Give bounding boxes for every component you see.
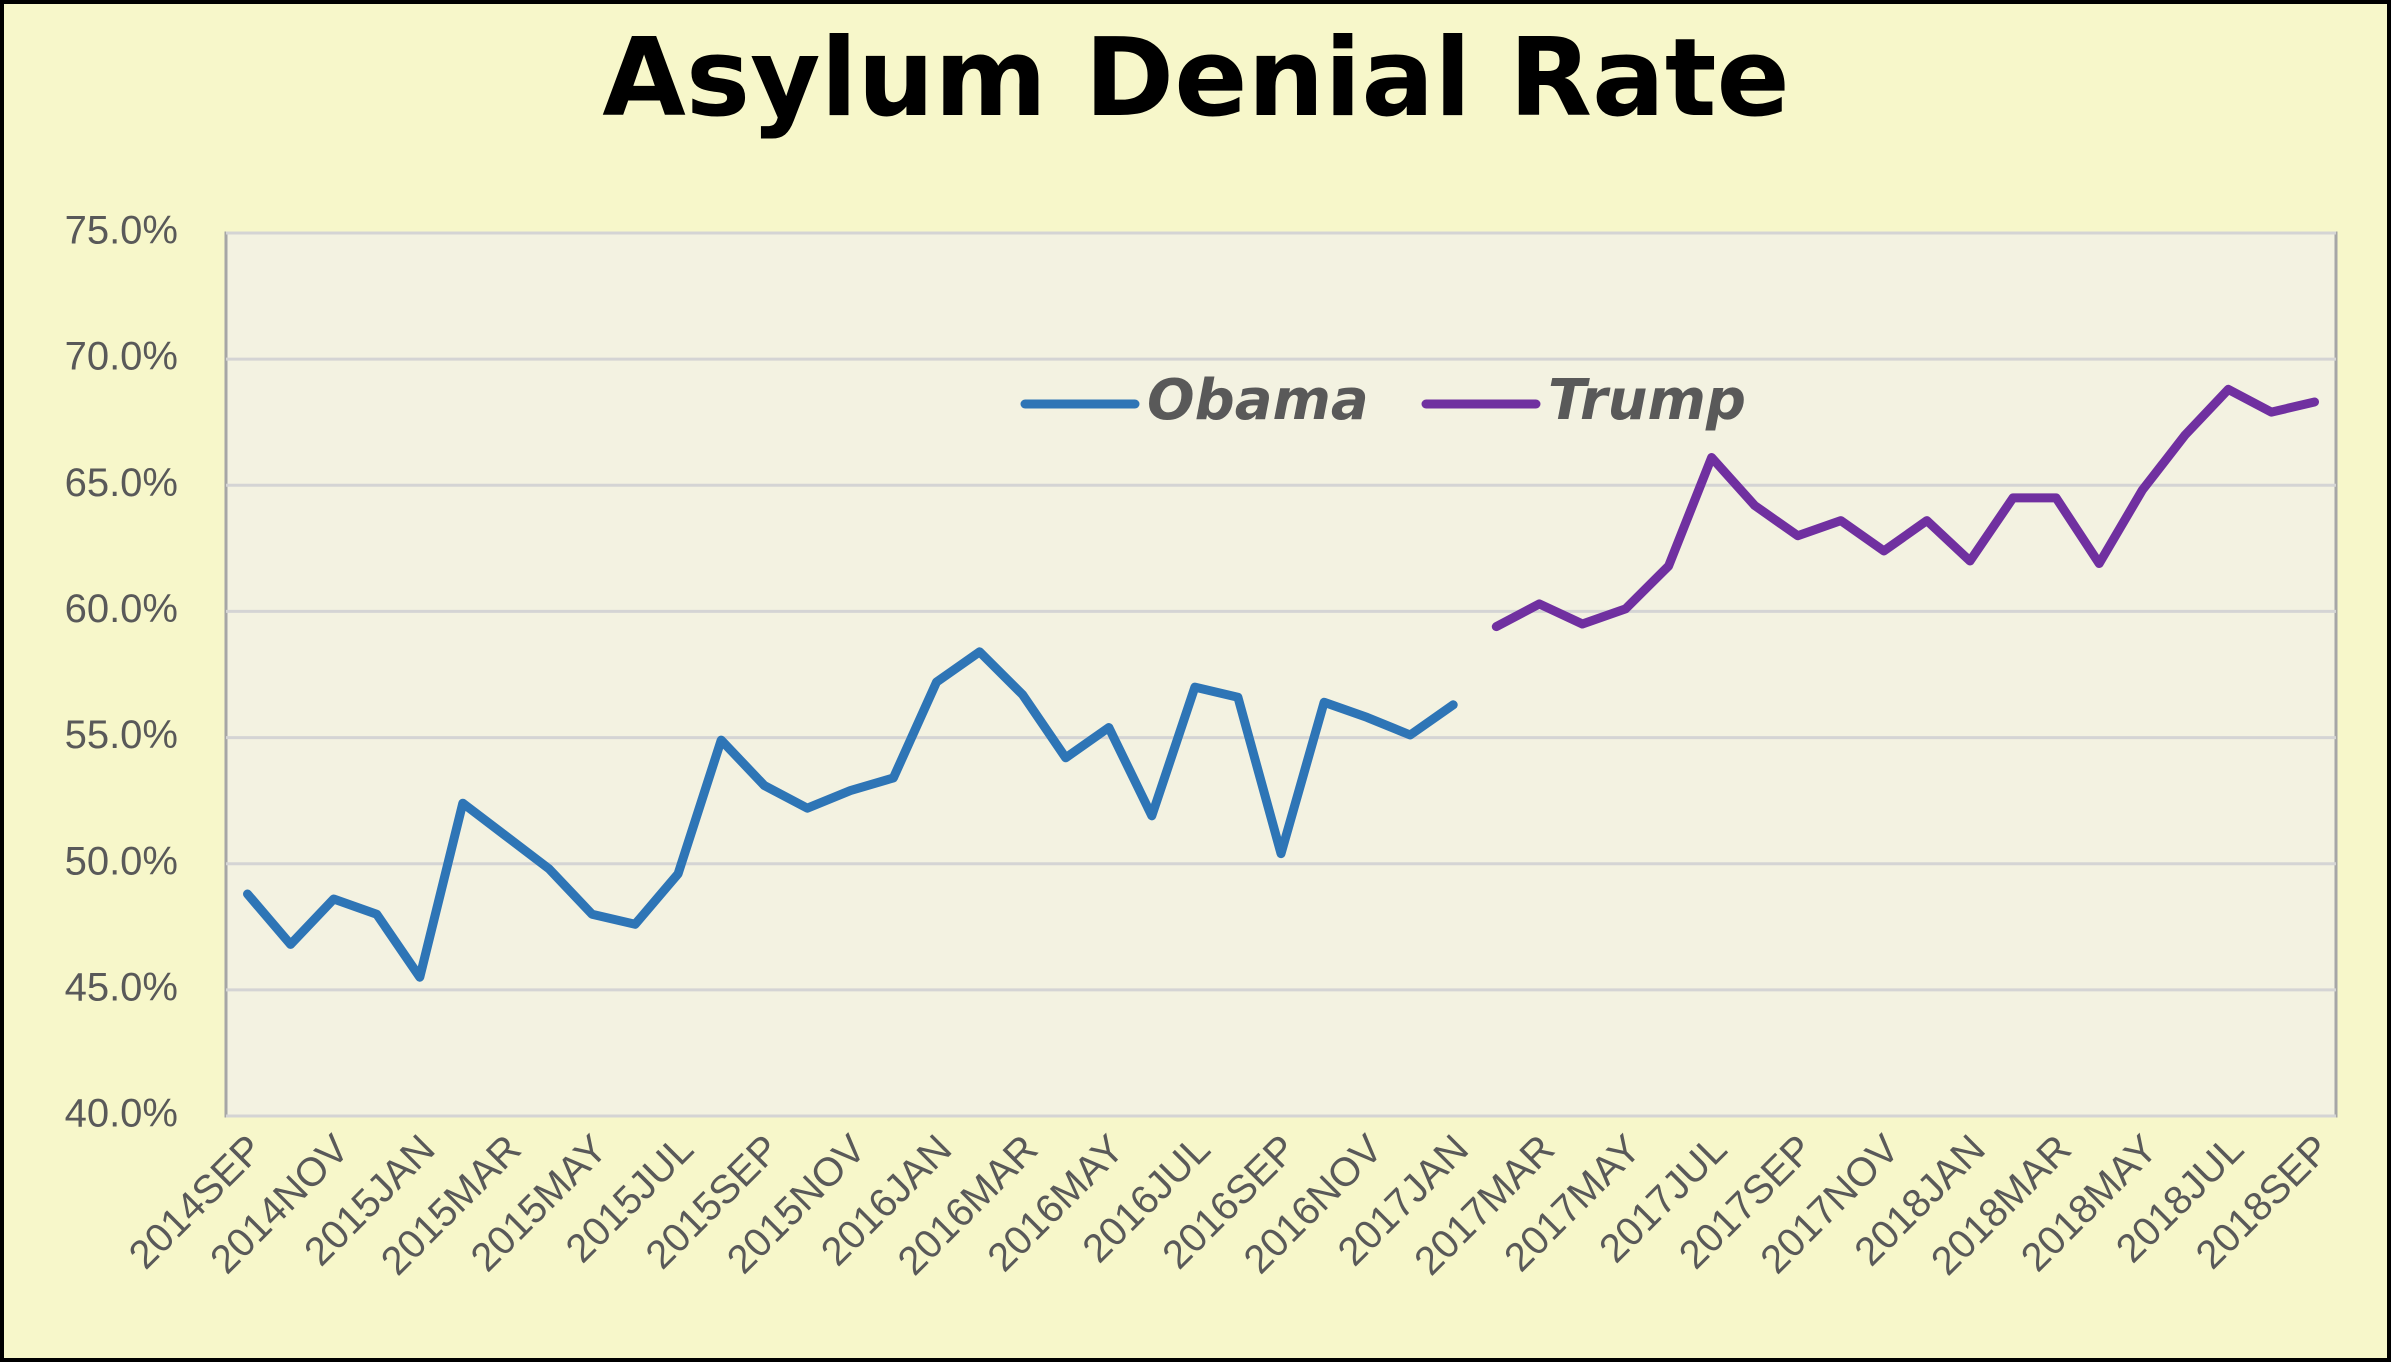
plot-area bbox=[224, 231, 2338, 1118]
y-tick-label: 75.0% bbox=[65, 209, 178, 253]
y-tick-label: 45.0% bbox=[65, 965, 178, 1009]
chart-title: Asylum Denial Rate bbox=[602, 16, 1790, 141]
legend-label: Trump bbox=[1548, 368, 1746, 433]
y-tick-label: 65.0% bbox=[65, 461, 178, 505]
line-series bbox=[1491, 384, 2319, 632]
y-tick-label: 70.0% bbox=[65, 335, 178, 379]
legend-label: Obama bbox=[1147, 368, 1369, 433]
y-tick-label: 50.0% bbox=[65, 839, 178, 883]
y-tick-label: 55.0% bbox=[65, 713, 178, 757]
line-series bbox=[243, 647, 1458, 982]
y-tick-label: 40.0% bbox=[65, 1092, 178, 1136]
y-tick-label: 60.0% bbox=[65, 587, 178, 631]
